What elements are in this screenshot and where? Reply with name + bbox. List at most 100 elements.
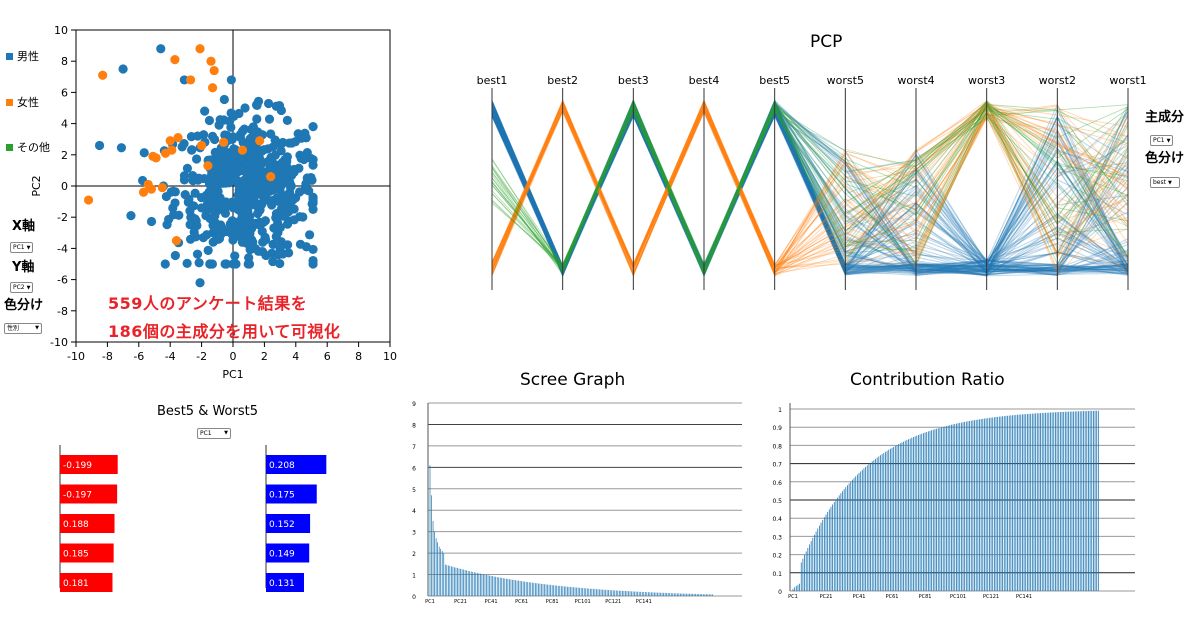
legend-item-other[interactable]: その他: [6, 139, 50, 155]
pcp-line: [491, 104, 1129, 273]
contrib-x-tick-label: PC1: [788, 594, 798, 600]
bars-select[interactable]: PC1 ▼: [197, 428, 231, 439]
best-bar-label: -0.197: [63, 491, 92, 501]
pcp-line: [491, 101, 1129, 275]
y-tick-label: 10: [54, 24, 68, 37]
pcp-line: [491, 107, 1129, 277]
pcp-line: [491, 101, 1129, 272]
pcp-line: [491, 105, 1129, 275]
scatter-point-male: [162, 219, 172, 230]
scatter-point-male: [305, 230, 315, 240]
contrib-y-tick-label: 0.1: [772, 571, 782, 578]
pcp-line: [491, 103, 1129, 275]
worst-bar-label: 0.208: [269, 461, 295, 471]
y-axis-select[interactable]: PC2 ▼: [10, 282, 34, 293]
overlay-line-2: 186個の主成分を用いて可視化: [108, 322, 341, 341]
pcp-line: [491, 100, 1129, 276]
pcp-line: [491, 105, 1129, 270]
pcp-line: [491, 103, 1129, 278]
legend-swatch-female: [6, 98, 13, 106]
scatter-point-female: [170, 55, 180, 65]
pcp-line: [491, 99, 1129, 275]
y-tick-label: 6: [61, 86, 68, 99]
scatter-point-male: [308, 122, 318, 132]
chevron-down-icon: ▼: [26, 285, 31, 291]
pcp-line: [491, 99, 1129, 276]
pcp-line: [491, 107, 1129, 275]
y-axis-select-value: PC2: [13, 284, 25, 291]
scatter-point-male: [299, 153, 309, 163]
worst-bar: [266, 514, 311, 533]
x-axis-select[interactable]: PC1 ▼: [10, 242, 34, 253]
best-bar-label: 0.181: [63, 579, 89, 589]
pcp-line: [491, 106, 1129, 277]
pcp-line: [491, 104, 1129, 277]
pcp-line: [491, 101, 1129, 270]
pcp-line: [491, 101, 1129, 269]
scatter-point-female: [203, 161, 213, 171]
pcp-line: [491, 101, 1129, 277]
scatter-point-male: [220, 130, 230, 140]
pcp-line: [491, 99, 1129, 278]
scatter-point-male: [240, 103, 250, 113]
pcp-line: [491, 102, 1129, 277]
chevron-down-icon: ▼: [26, 245, 31, 251]
contrib-y-tick-label: 0.2: [772, 553, 782, 560]
legend-item-female[interactable]: 女性: [6, 94, 39, 110]
pcp-line: [491, 112, 1129, 277]
pcp-line: [491, 99, 1129, 277]
pcp-line: [491, 101, 1129, 275]
scatter-point-male: [258, 237, 268, 247]
pcp-line: [491, 104, 1129, 269]
pcp-line: [491, 101, 1129, 268]
legend-item-male[interactable]: 男性: [6, 48, 39, 64]
pcp-line: [491, 102, 1129, 275]
scatter-point-male: [268, 142, 278, 152]
pcp-component-select[interactable]: PC1 ▼: [1150, 135, 1174, 146]
scatter-point-male: [185, 206, 195, 216]
pcp-line: [491, 101, 1129, 272]
x-tick-label: 6: [324, 350, 331, 363]
pcp-line: [491, 101, 1129, 277]
pcp-line: [491, 107, 1129, 276]
pcp-color-select[interactable]: best ▼: [1150, 177, 1180, 188]
scatter-point-male: [277, 157, 287, 168]
scatter-point-male: [235, 183, 245, 193]
pcp-line: [491, 100, 1129, 272]
scatter-point-male: [207, 259, 217, 269]
pcp-line: [491, 105, 1129, 273]
scatter-plot: -10 -8 -6 -4 -2 0 2 4 6 8 10 10 8 6 4 2 0 -2 -4 -6 -8 -10 PC1 P…: [30, 24, 397, 381]
scatter-point-male: [187, 145, 197, 155]
pcp-line: [491, 103, 1129, 278]
pcp-line: [491, 106, 1129, 275]
scree-y-tick-label: 9: [412, 401, 416, 408]
pcp-line: [491, 102, 1129, 276]
scatter-point-male: [221, 259, 232, 269]
color-select[interactable]: 性別 ▼: [4, 323, 42, 334]
pcp-line: [491, 99, 1129, 269]
scatter-point-male: [237, 126, 248, 136]
pcp-line: [491, 101, 1129, 275]
pcp-line: [491, 98, 1129, 274]
scatter-point-male: [156, 44, 166, 54]
scatter-point-male: [276, 146, 286, 156]
pcp-line: [491, 103, 1129, 274]
pcp-line: [491, 107, 1129, 275]
pcp-line: [491, 101, 1129, 270]
pcp-axis-label: worst1: [1109, 74, 1146, 87]
scree-y-tick-label: 7: [412, 444, 416, 451]
scree-x-tick-label: PC81: [546, 599, 559, 605]
y-tick-label: -2: [57, 211, 68, 224]
pcp-line: [491, 102, 1129, 277]
pcp-line: [491, 98, 1129, 273]
contrib-x-tick-label: PC61: [886, 594, 899, 600]
pcp-line: [491, 99, 1129, 273]
pcp-line: [491, 105, 1129, 276]
pcp-line: [491, 105, 1129, 276]
pcp-line: [491, 101, 1129, 269]
scatter-point-male: [233, 202, 243, 212]
contribution-title: Contribution Ratio: [850, 370, 1005, 390]
x-tick-label: 0: [230, 350, 237, 363]
contrib-x-tick-label: PC141: [1016, 594, 1032, 600]
scatter-point-female: [197, 140, 207, 151]
